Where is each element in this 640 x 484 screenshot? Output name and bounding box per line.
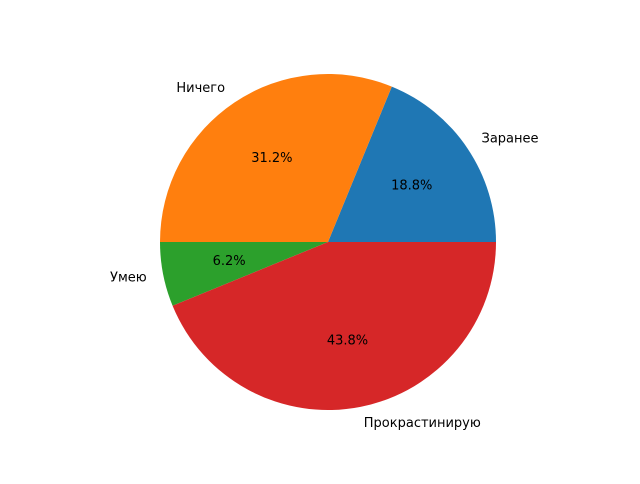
pie-percent-label-3: 6.2% — [213, 254, 246, 269]
pie-percent-label-4: 43.8% — [327, 333, 368, 348]
pie-slice-1 — [328, 86, 496, 242]
pie-slice-3 — [160, 242, 328, 306]
pie-percent-label-1: 18.8% — [391, 178, 432, 193]
pie-slice-2 — [160, 74, 392, 242]
pie-category-label-3: Умею — [110, 270, 147, 285]
pie-category-label-1: Заранее — [481, 132, 538, 147]
pie-slices — [160, 74, 496, 410]
pie-slice-4 — [172, 242, 496, 410]
pie-labels: 18.8% Заранее 31.2% Ничего 6.2% Умею 43.8% Прок… — [110, 81, 538, 431]
pie-category-label-4: Прокрастинирую — [364, 416, 481, 431]
pie-percent-label-2: 31.2% — [251, 151, 292, 166]
pie-category-label-2: Ничего — [176, 81, 225, 96]
